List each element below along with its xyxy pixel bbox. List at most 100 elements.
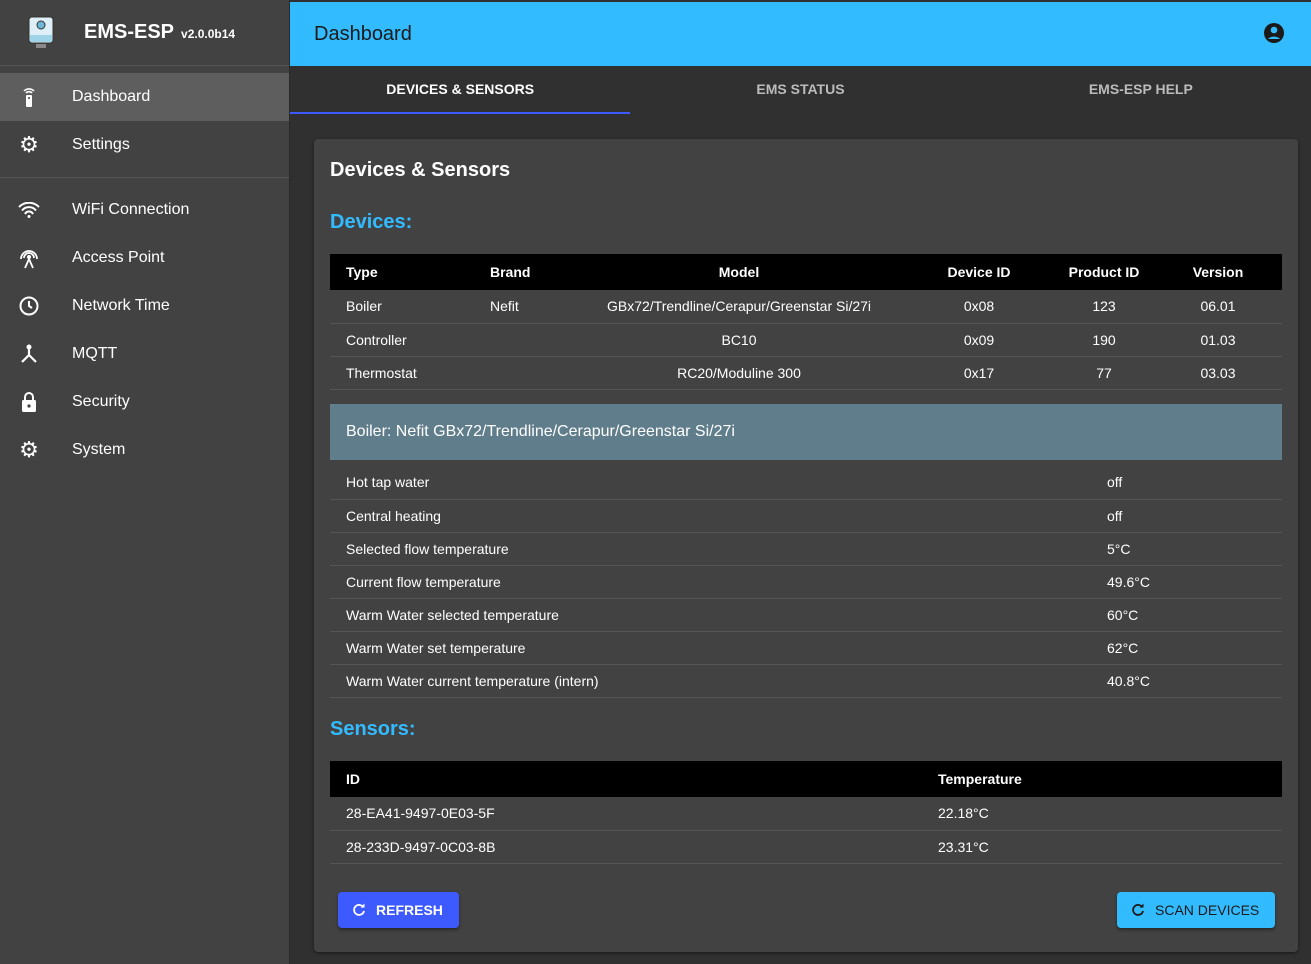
sidebar-item-access-point[interactable]: Access Point — [0, 234, 289, 282]
table-cell: 62°C — [1091, 631, 1282, 665]
table-cell: Warm Water set temperature — [330, 631, 1091, 665]
sidebar-item-label: System — [72, 441, 126, 458]
table-cell: 49.6°C — [1091, 565, 1282, 599]
column-header: ID — [330, 761, 922, 797]
page-title: Dashboard — [314, 22, 412, 45]
scan-devices-button[interactable]: SCAN DEVICES — [1117, 892, 1276, 928]
table-cell: Nefit — [474, 290, 574, 324]
table-row: Selected flow temperature 5°C — [330, 532, 1282, 566]
table-cell: 28-233D-9497-0C03-8B — [330, 830, 922, 864]
tab-ems-esp-help[interactable]: EMS-ESP HELP — [1088, 81, 1193, 97]
table-cell: 22.18°C — [922, 797, 1282, 831]
table-cell: RC20/Moduline 300 — [574, 356, 904, 390]
table-cell: 77 — [1054, 356, 1154, 390]
refresh-icon — [353, 903, 365, 916]
boiler-detail-header: Boiler: Nefit GBx72/Trendline/Cerapur/Gr… — [330, 404, 1282, 460]
lock-icon — [18, 391, 40, 413]
column-header: Model — [574, 254, 904, 290]
divider — [0, 177, 289, 178]
sidebar-item-security[interactable]: Security — [0, 378, 289, 426]
table-row: 28-233D-9497-0C03-8B 23.31°C — [330, 830, 1282, 864]
table-row: Thermostat RC20/Moduline 300 0x17 77 03.03 — [330, 356, 1282, 390]
settings-remote-icon — [18, 86, 40, 108]
table-cell: off — [1091, 499, 1282, 533]
column-header: Type — [330, 254, 474, 290]
column-header: Product ID — [1054, 254, 1154, 290]
column-header: Device ID — [904, 254, 1054, 290]
table-row: Central heating off — [330, 499, 1282, 533]
table-cell: Warm Water selected temperature — [330, 598, 1091, 632]
table-cell: BC10 — [574, 323, 904, 357]
column-header: Version — [1154, 254, 1282, 290]
table-cell: GBx72/Trendline/Cerapur/Greenstar Si/27i — [574, 290, 904, 324]
table-cell: 190 — [1054, 323, 1154, 357]
table-row: Warm Water current temperature (intern) 4… — [330, 664, 1282, 698]
sidebar-item-mqtt[interactable]: MQTT — [0, 330, 289, 378]
card-title: Devices & Sensors — [330, 159, 511, 181]
app-version: v2.0.0b14 — [181, 26, 236, 41]
column-header: Brand — [474, 254, 574, 290]
table-row: 28-EA41-9497-0E03-5F 22.18°C — [330, 797, 1282, 831]
tab-devices-sensors[interactable]: DEVICES & SENSORS — [290, 66, 631, 114]
table-cell: Boiler — [330, 290, 474, 324]
table-row: Warm Water set temperature 62°C — [330, 631, 1282, 665]
table-cell: Hot tap water — [330, 466, 1091, 500]
boiler-logo-icon — [28, 16, 54, 48]
app-name: EMS-ESP — [84, 21, 175, 43]
table-row: Controller BC10 0x09 190 01.03 — [330, 323, 1282, 357]
table-cell: 23.31°C — [922, 830, 1282, 864]
wifi-icon — [18, 199, 40, 221]
access-point-icon — [18, 247, 40, 269]
sidebar-item-dashboard[interactable]: Dashboard — [0, 73, 289, 121]
refresh-label: REFRESH — [376, 902, 443, 918]
sidebar-item-label: Dashboard — [72, 88, 151, 105]
sensors-table: ID Temperature 28-EA41-9497-0E03-5F 22.18… — [330, 761, 1282, 864]
table-row: Warm Water selected temperature 60°C — [330, 598, 1282, 632]
table-cell — [474, 323, 574, 357]
refresh-button[interactable]: REFRESH — [338, 892, 459, 928]
table-row: Hot tap water off — [330, 466, 1282, 500]
device-hub-icon — [18, 343, 40, 365]
sidebar-item-settings[interactable]: ⚙ Settings — [0, 121, 289, 169]
refresh-icon — [1132, 903, 1144, 916]
table-cell: 123 — [1054, 290, 1154, 324]
sidebar-item-wifi[interactable]: WiFi Connection — [0, 186, 289, 234]
devices-sensors-card: Devices & Sensors Devices: Type Brand Mo… — [314, 139, 1298, 952]
table-cell: Controller — [330, 323, 474, 357]
sidebar-item-label: WiFi Connection — [72, 201, 190, 218]
scan-devices-label: SCAN DEVICES — [1155, 902, 1260, 918]
sidebar-item-system[interactable]: ⚙ System — [0, 426, 289, 474]
boiler-values-table: Hot tap water off Central heating off Select… — [330, 466, 1282, 698]
nav-menu: Dashboard ⚙ Settings WiFi Connection Acce… — [0, 73, 289, 474]
table-cell: 0x09 — [904, 323, 1054, 357]
tab-bar: DEVICES & SENSORS EMS STATUS EMS-ESP HEL… — [290, 66, 1311, 114]
table-row: Boiler Nefit GBx72/Trendline/Cerapur/Green… — [330, 290, 1282, 324]
sidebar-item-label: Settings — [72, 136, 130, 153]
table-cell: 06.01 — [1154, 290, 1282, 324]
sidebar-item-label: MQTT — [72, 345, 118, 362]
table-row: Current flow temperature 49.6°C — [330, 565, 1282, 599]
table-cell: Selected flow temperature — [330, 532, 1091, 566]
column-header: Temperature — [922, 761, 1282, 797]
table-cell: Central heating — [330, 499, 1091, 533]
table-cell: 01.03 — [1154, 323, 1282, 357]
sidebar: EMS-ESP v2.0.0b14 Dashboard ⚙ Settings Wi… — [0, 0, 290, 964]
table-cell: 28-EA41-9497-0E03-5F — [330, 797, 922, 831]
sidebar-item-network-time[interactable]: Network Time — [0, 282, 289, 330]
clock-icon — [18, 295, 40, 317]
table-cell: Current flow temperature — [330, 565, 1091, 599]
app-bar: Dashboard — [290, 2, 1311, 66]
gear-icon: ⚙ — [19, 437, 39, 462]
brand: EMS-ESP v2.0.0b14 — [0, 0, 289, 66]
table-cell: 40.8°C — [1091, 664, 1282, 698]
table-cell: 5°C — [1091, 532, 1282, 566]
account-circle-icon[interactable] — [1263, 22, 1285, 44]
sidebar-item-label: Access Point — [72, 249, 165, 266]
table-cell: 0x17 — [904, 356, 1054, 390]
sidebar-item-label: Security — [72, 393, 130, 410]
gear-icon: ⚙ — [19, 132, 39, 157]
tab-ems-status[interactable]: EMS STATUS — [756, 81, 845, 97]
devices-heading: Devices: — [330, 211, 413, 233]
table-cell: 0x08 — [904, 290, 1054, 324]
table-cell: 60°C — [1091, 598, 1282, 632]
